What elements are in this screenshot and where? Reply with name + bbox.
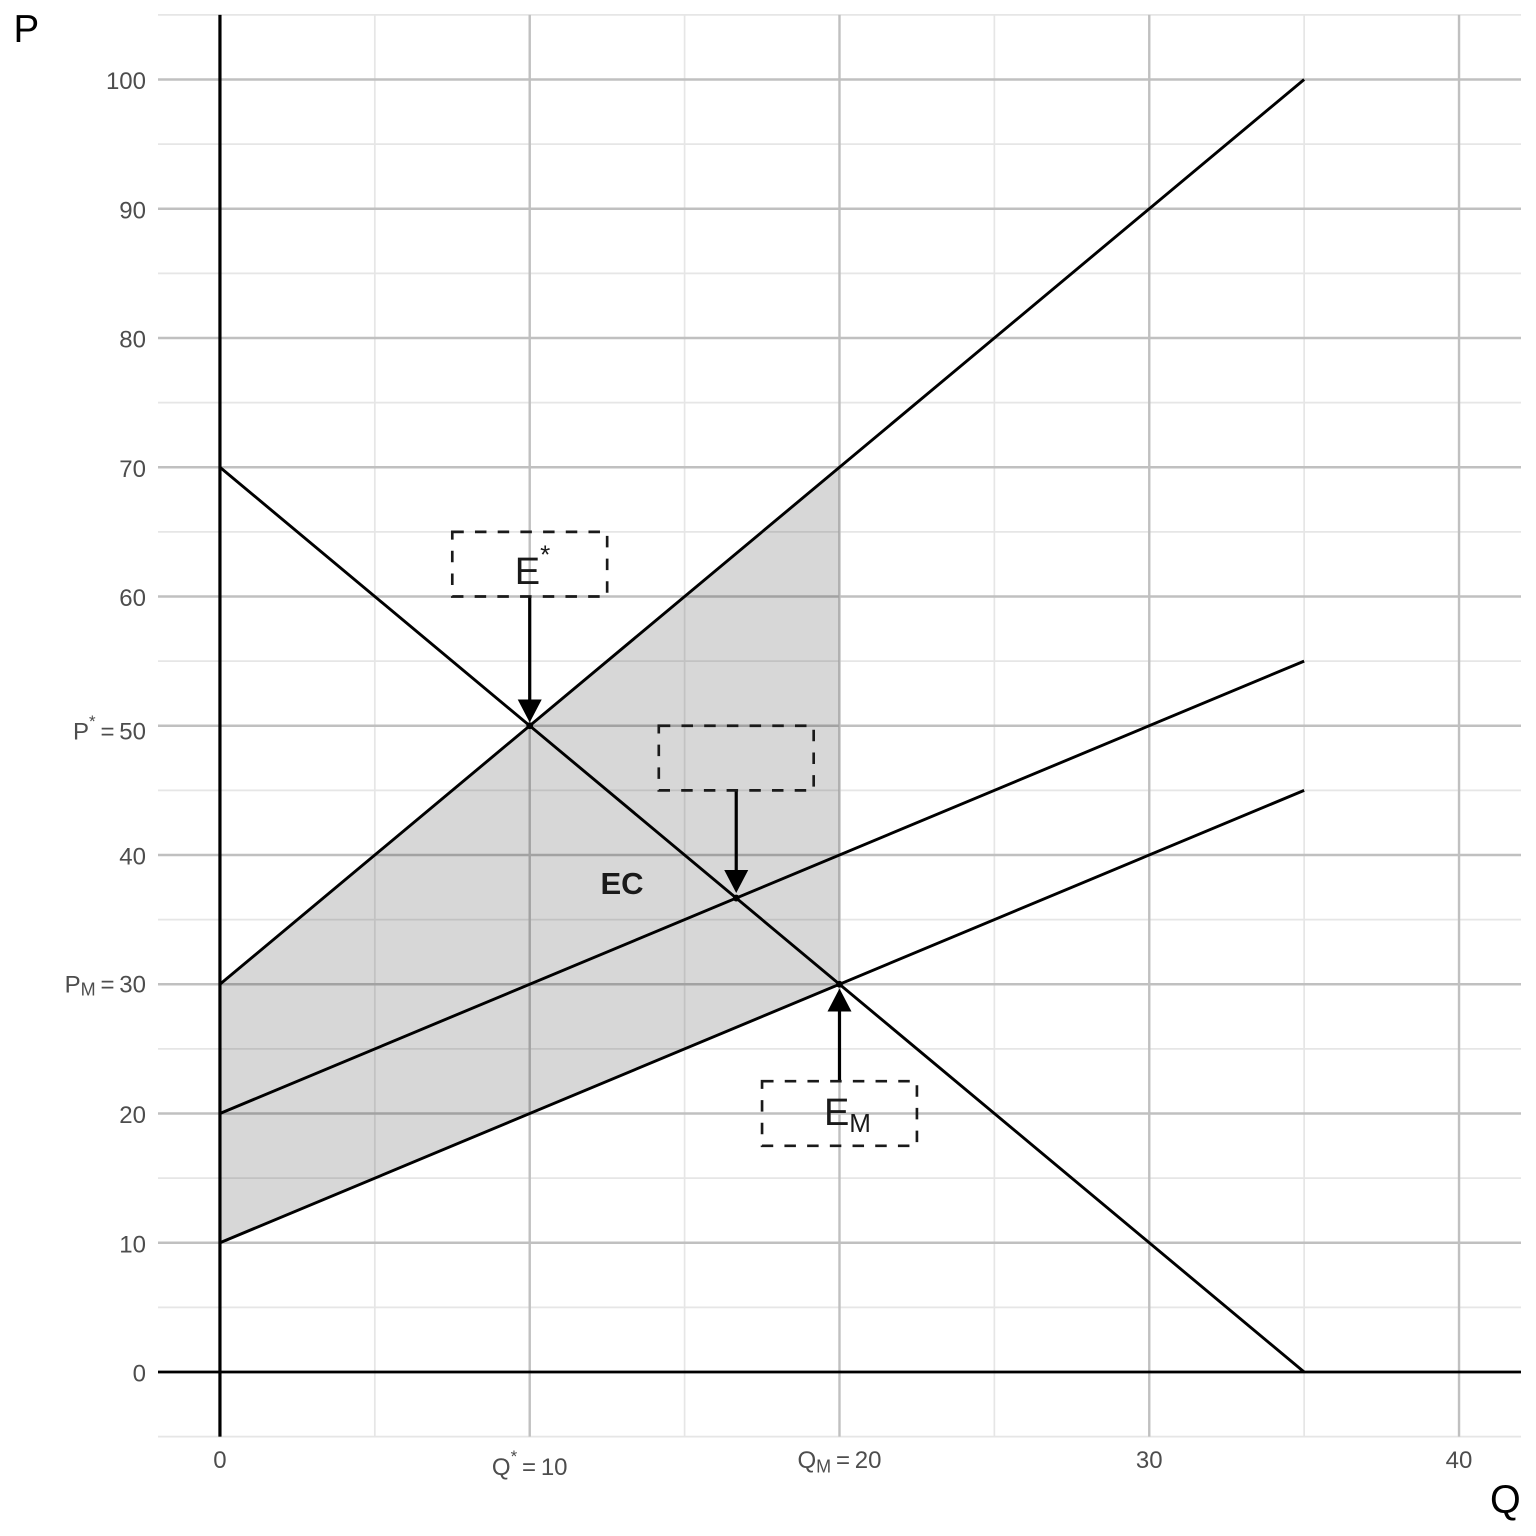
svg-text:P: P bbox=[14, 8, 40, 51]
svg-text:30: 30 bbox=[1136, 1447, 1163, 1474]
svg-text:10: 10 bbox=[119, 1231, 146, 1258]
svg-text:PM = 30: PM = 30 bbox=[65, 972, 146, 1000]
svg-text:60: 60 bbox=[119, 585, 146, 612]
svg-text:P* = 50: P* = 50 bbox=[73, 712, 146, 746]
svg-text:80: 80 bbox=[119, 327, 146, 354]
svg-text:40: 40 bbox=[1446, 1447, 1473, 1474]
svg-text:20: 20 bbox=[119, 1102, 146, 1129]
svg-text:40: 40 bbox=[119, 844, 146, 871]
svg-text:EM: EM bbox=[824, 1092, 871, 1138]
svg-text:EC: EC bbox=[600, 866, 643, 901]
svg-text:100: 100 bbox=[106, 68, 146, 95]
svg-text:70: 70 bbox=[119, 456, 146, 483]
svg-text:0: 0 bbox=[213, 1447, 226, 1474]
svg-text:QM = 20: QM = 20 bbox=[797, 1447, 881, 1477]
svg-text:0: 0 bbox=[133, 1361, 146, 1388]
svg-text:Q: Q bbox=[1490, 1478, 1521, 1522]
svg-text:90: 90 bbox=[119, 197, 146, 224]
